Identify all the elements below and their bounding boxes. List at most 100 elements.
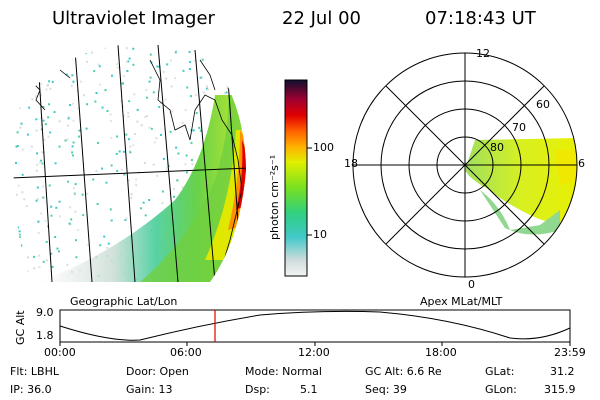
speckle <box>109 120 112 122</box>
speckle <box>39 60 42 63</box>
speckle <box>55 61 58 64</box>
speckle <box>186 86 189 89</box>
info-mode: Mode: Normal <box>245 365 322 378</box>
speckle <box>243 269 246 272</box>
speckle <box>101 167 104 170</box>
speckle <box>51 80 54 83</box>
speckle <box>21 191 24 194</box>
speckle <box>68 116 70 119</box>
speckle <box>38 254 41 257</box>
speckle <box>166 63 169 66</box>
speckle <box>44 219 47 222</box>
speckle <box>170 85 173 88</box>
speckle <box>48 103 50 106</box>
timeline-ymin: 1.8 <box>36 329 54 342</box>
speckle <box>16 145 19 147</box>
speckle <box>16 226 19 229</box>
speckle <box>149 76 152 79</box>
speckle <box>59 215 61 218</box>
speckle <box>173 195 175 198</box>
speckle <box>226 85 229 88</box>
speckle <box>188 50 191 53</box>
speckle <box>116 135 119 138</box>
speckle <box>19 88 22 91</box>
speckle <box>170 59 172 62</box>
speckle <box>150 127 153 130</box>
speckle <box>26 133 29 136</box>
speckle <box>72 141 75 144</box>
speckle <box>149 53 152 56</box>
speckle <box>80 45 83 47</box>
speckle <box>40 159 43 162</box>
speckle <box>74 193 76 196</box>
speckle <box>32 71 35 74</box>
speckle <box>71 57 74 60</box>
speckle <box>42 185 44 188</box>
speckle <box>118 150 121 153</box>
speckle <box>241 108 244 111</box>
speckle <box>66 138 69 141</box>
speckle <box>204 136 207 139</box>
speckle <box>77 229 80 231</box>
speckle <box>21 148 24 151</box>
speckle <box>15 99 18 102</box>
speckle <box>133 93 136 96</box>
speckle <box>148 199 151 201</box>
speckle <box>223 92 226 95</box>
speckle <box>34 59 37 62</box>
speckle <box>161 202 164 205</box>
right-panel-caption: Apex MLat/MLT <box>420 295 503 308</box>
speckle <box>136 120 139 123</box>
speckle <box>75 239 77 242</box>
speckle <box>40 212 43 215</box>
speckle <box>93 70 96 73</box>
speckle <box>85 60 88 63</box>
speckle <box>65 73 68 76</box>
speckle <box>82 214 85 217</box>
timeline-ymax: 9.0 <box>36 306 54 319</box>
speckle <box>195 112 198 114</box>
speckle <box>67 180 70 183</box>
speckle <box>97 141 99 144</box>
info-dsp-value: 5.1 <box>300 383 318 396</box>
speckle <box>70 218 73 221</box>
speckle <box>165 169 168 172</box>
speckle <box>35 129 38 132</box>
speckle <box>50 252 53 255</box>
speckle <box>135 178 138 181</box>
speckle <box>134 133 137 136</box>
speckle <box>129 151 132 154</box>
speckle <box>123 173 126 176</box>
speckle <box>118 283 120 285</box>
speckle <box>49 87 52 90</box>
speckle <box>72 102 74 105</box>
speckle <box>181 121 184 124</box>
speckle <box>15 145 18 148</box>
mlat-label-70: 70 <box>512 121 526 134</box>
speckle <box>101 106 104 109</box>
speckle <box>203 281 206 282</box>
speckle <box>58 120 61 123</box>
speckle <box>95 92 98 94</box>
speckle <box>78 135 80 138</box>
speckle <box>55 206 58 209</box>
speckle <box>87 243 90 246</box>
speckle <box>68 222 71 225</box>
speckle <box>122 150 125 153</box>
speckle <box>126 70 129 72</box>
speckle <box>185 171 188 174</box>
speckle <box>98 83 101 86</box>
timeline-ylabel: GC Alt <box>14 310 27 345</box>
speckle <box>129 145 132 148</box>
app-title: Ultraviolet Imager <box>52 8 215 29</box>
speckle <box>233 45 236 48</box>
speckle <box>144 214 147 217</box>
speckle <box>36 163 39 166</box>
speckle <box>169 130 172 133</box>
speckle <box>174 51 177 54</box>
speckle <box>50 205 53 208</box>
speckle <box>225 91 228 94</box>
speckle <box>16 131 19 134</box>
colorbar-unit-label: photon cm⁻²s⁻¹ <box>268 155 281 240</box>
speckle <box>15 193 18 196</box>
